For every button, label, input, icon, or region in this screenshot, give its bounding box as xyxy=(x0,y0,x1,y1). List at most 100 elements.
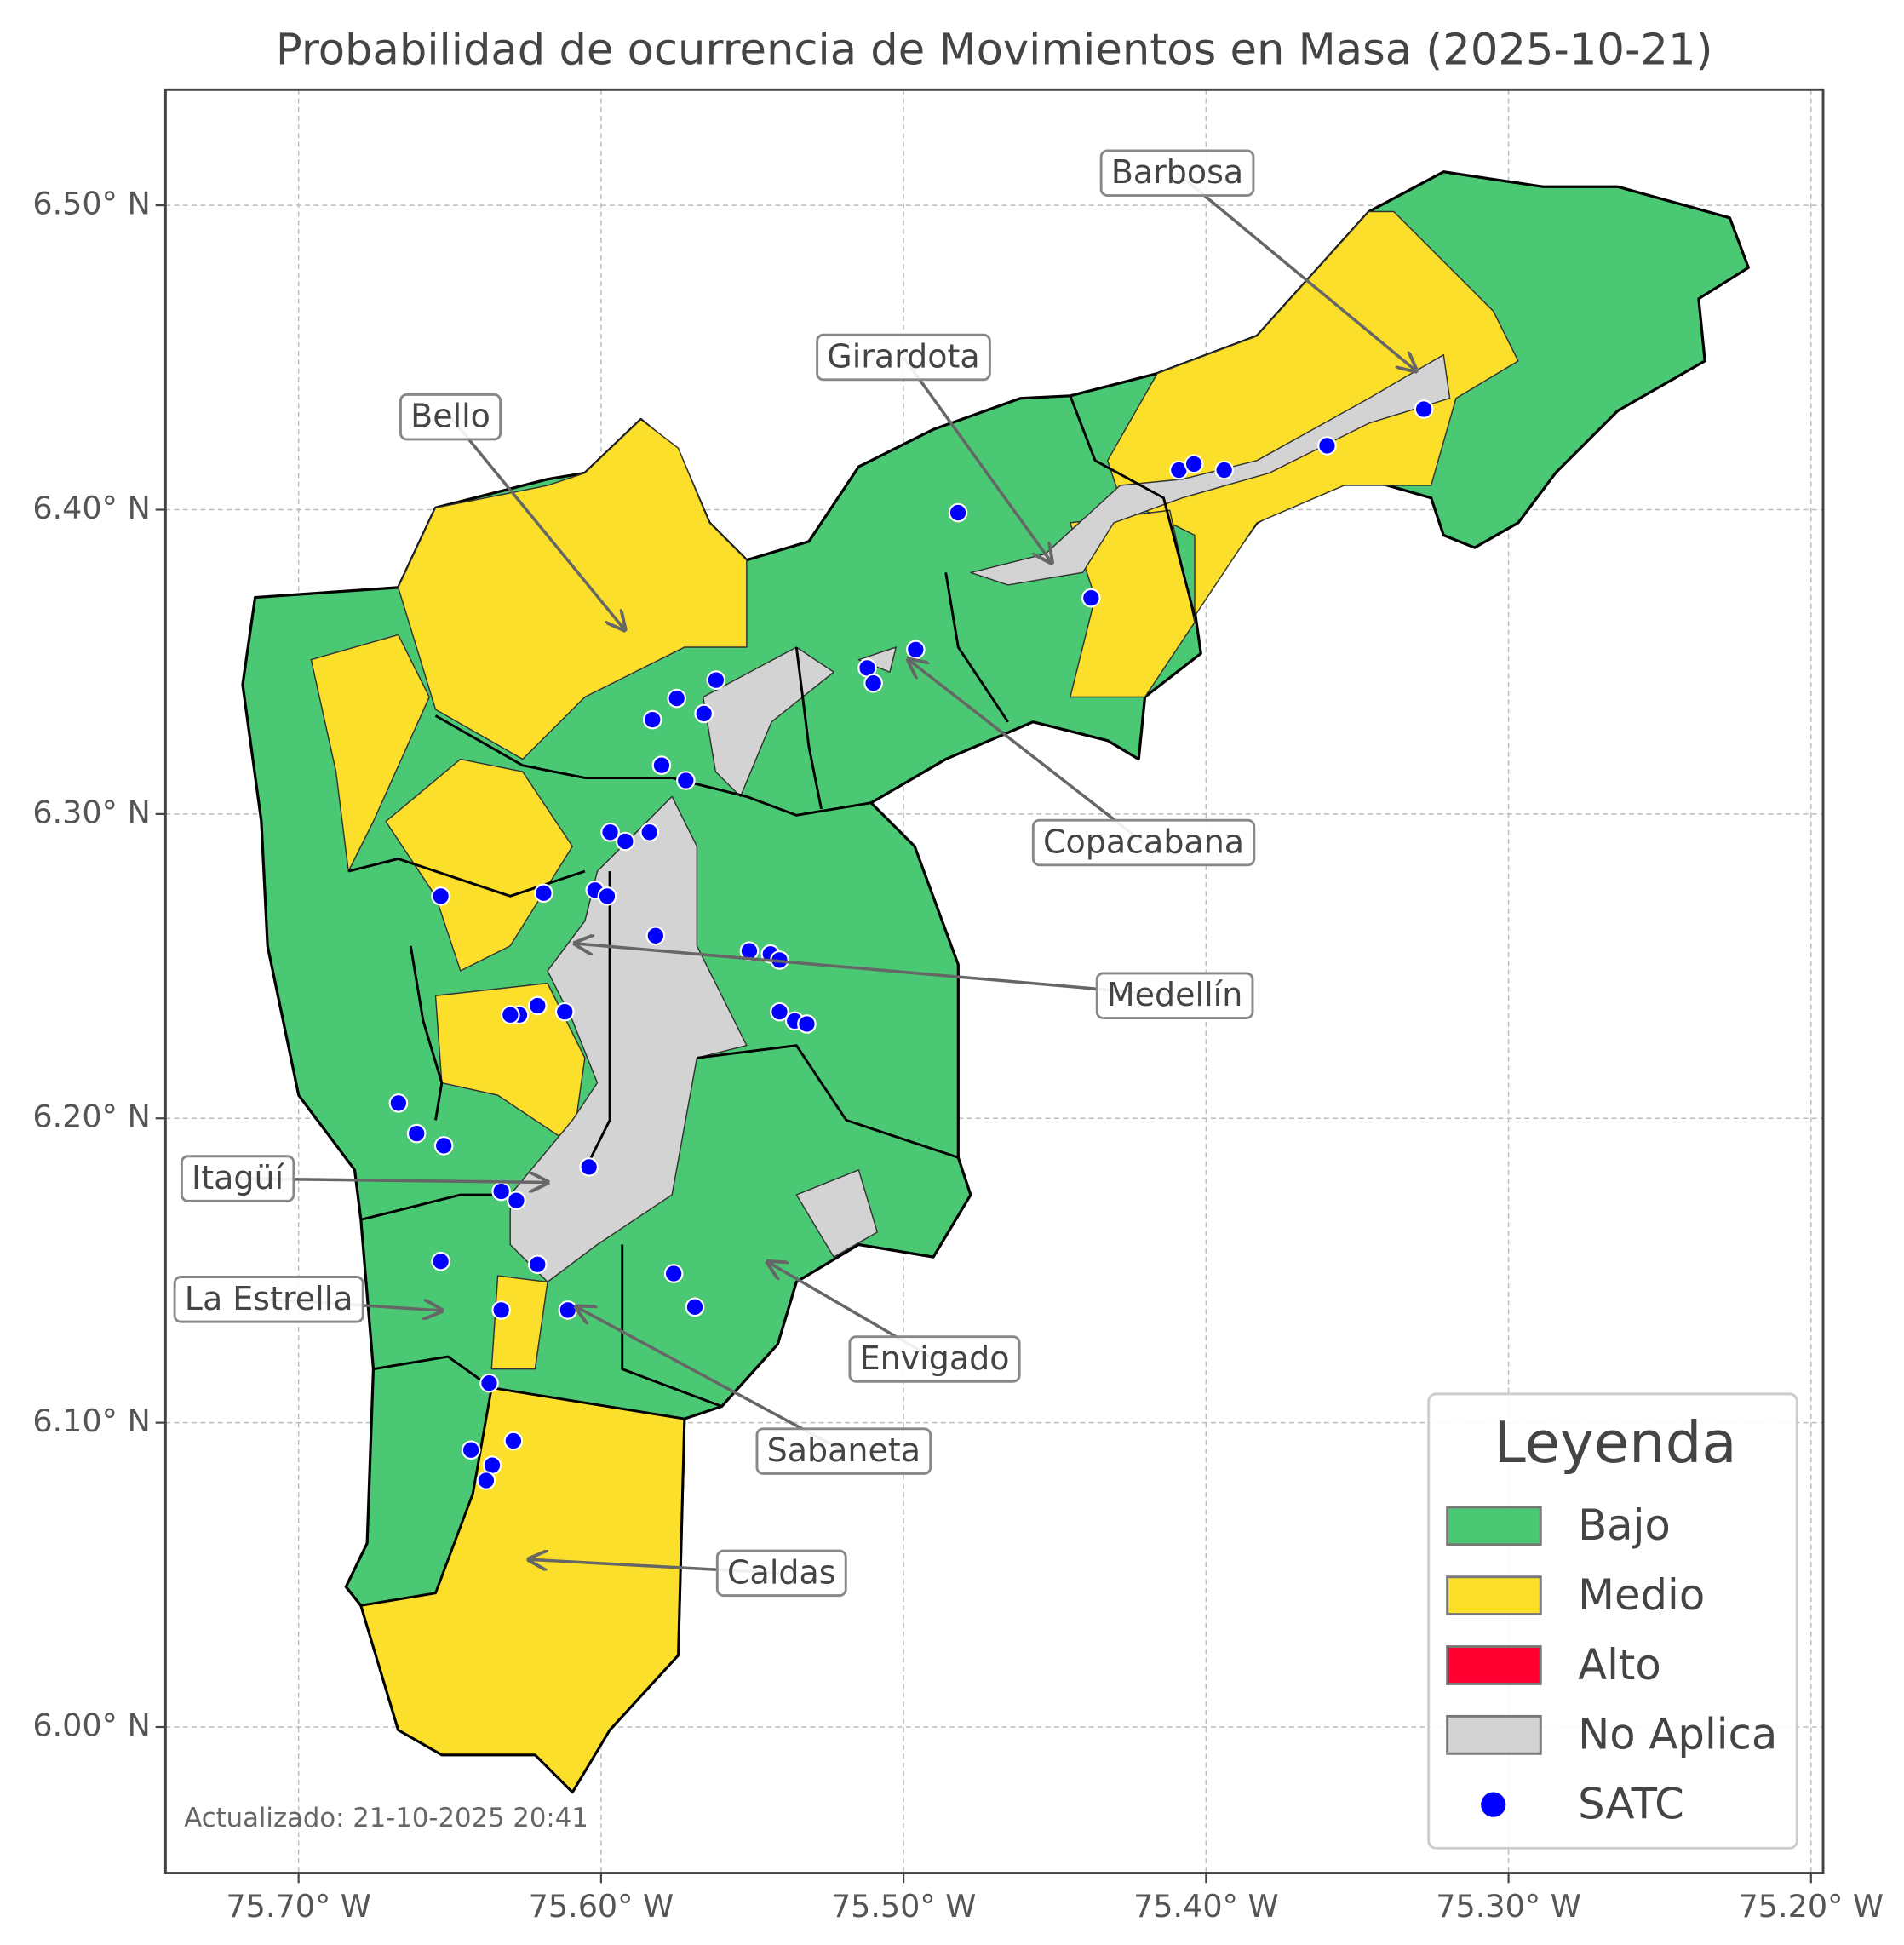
satc-station xyxy=(534,883,553,904)
annotation-label: Copacabana xyxy=(1043,823,1244,860)
satc-station xyxy=(558,1300,578,1320)
annotation-box xyxy=(180,1155,295,1202)
satc-station xyxy=(597,886,617,906)
annotation-label: Medellín xyxy=(1107,976,1242,1013)
satc-station xyxy=(642,709,662,730)
y-tick-label: 6.20° N xyxy=(32,1099,150,1135)
satc-station xyxy=(554,1001,575,1022)
satc-station xyxy=(431,1251,450,1271)
municipal-boundaries xyxy=(347,395,1196,1408)
satc-station xyxy=(431,886,450,906)
region-medio xyxy=(397,418,748,760)
x-tick-label: 75.20° W xyxy=(1739,1888,1884,1925)
satc-station xyxy=(651,755,672,776)
legend-label: Medio xyxy=(1578,1570,1705,1620)
annotation-box xyxy=(1031,818,1256,867)
satc-station xyxy=(685,1297,705,1317)
annotation-arrow xyxy=(575,944,1175,997)
annotation-arrow xyxy=(1176,171,1417,370)
satc-station xyxy=(863,673,883,693)
satc-station xyxy=(797,1014,817,1034)
y-tick-label: 6.10° N xyxy=(32,1403,150,1439)
plot-frame xyxy=(163,88,1825,1875)
satc-station xyxy=(676,771,696,790)
annotation-label: Barbosa xyxy=(1111,153,1243,191)
region-medio xyxy=(490,1275,548,1370)
legend-label: Alto xyxy=(1578,1640,1661,1690)
satc-station xyxy=(948,502,968,523)
satc-station xyxy=(667,688,687,709)
legend-swatch xyxy=(1446,1714,1542,1755)
satc-station xyxy=(388,1093,409,1113)
annotation-box xyxy=(755,1427,932,1475)
satc-station xyxy=(639,822,660,842)
legend-swatch xyxy=(1446,1506,1542,1546)
satc-station xyxy=(1184,454,1204,474)
annotation-box xyxy=(1099,149,1255,197)
legend-swatch xyxy=(1446,1575,1542,1616)
x-tick-label: 75.40° W xyxy=(1133,1888,1279,1925)
annotation-box xyxy=(173,1276,364,1323)
satc-station xyxy=(479,1373,499,1393)
x-tick-label: 75.30° W xyxy=(1436,1888,1581,1925)
y-tick-label: 6.00° N xyxy=(32,1707,150,1744)
annotation-label: Caldas xyxy=(727,1553,836,1591)
satc-station xyxy=(476,1471,496,1490)
satc-station xyxy=(600,822,620,842)
annotation-label: Itagüí xyxy=(192,1159,285,1196)
x-tick-label: 75.50° W xyxy=(831,1888,977,1925)
region-medio xyxy=(359,1386,686,1794)
annotation-arrow xyxy=(576,1307,845,1453)
x-tick-label: 75.60° W xyxy=(529,1888,674,1925)
annotation-arrow xyxy=(909,660,1145,844)
overlay: Barbosa Girardota Bello Copacabana Medellín I… xyxy=(173,149,1434,1598)
annotation-box xyxy=(399,393,502,441)
footnote: Actualizado: 21-10-2025 20:41 xyxy=(184,1804,588,1833)
annotation-arrow xyxy=(902,356,1052,563)
map-regions xyxy=(241,170,1750,1794)
x-tick-label: 75.70° W xyxy=(226,1888,371,1925)
satc-station xyxy=(615,831,635,852)
satc-station xyxy=(706,670,726,690)
satc-station xyxy=(491,1300,511,1320)
satc-station xyxy=(579,1157,599,1177)
satc-station xyxy=(770,1001,789,1022)
annotation-label: Bello xyxy=(410,398,490,435)
satc-station xyxy=(527,995,548,1016)
annotation-box xyxy=(816,333,991,382)
legend-label: Bajo xyxy=(1578,1500,1671,1550)
satc-station xyxy=(1214,460,1234,480)
annotation-box xyxy=(1095,972,1254,1019)
region-no-aplica xyxy=(970,353,1451,586)
annotation-label: Envigado xyxy=(860,1340,1010,1377)
legend-swatch xyxy=(1446,1645,1542,1685)
y-tick-label: 6.50° N xyxy=(32,186,150,222)
legend-marker xyxy=(1481,1792,1506,1817)
region-medio xyxy=(310,634,430,872)
satc-station xyxy=(1081,588,1101,608)
legend-title: Leyenda xyxy=(1494,1409,1736,1476)
y-tick-label: 6.30° N xyxy=(32,794,150,830)
satc-station xyxy=(663,1264,684,1283)
satc-station xyxy=(1317,436,1337,456)
y-tick-label: 6.40° N xyxy=(32,490,150,526)
legend-label: No Aplica xyxy=(1578,1710,1777,1759)
annotation-box xyxy=(848,1335,1021,1383)
annotation-label: La Estrella xyxy=(185,1280,353,1317)
region-no-aplica xyxy=(795,1169,879,1258)
legend: Leyenda Bajo Medio Alto No Aplica SATC xyxy=(1427,1392,1798,1850)
satc-station xyxy=(461,1440,481,1460)
region-medio xyxy=(1106,210,1519,617)
satc-station xyxy=(645,926,666,946)
satc-station xyxy=(507,1191,526,1211)
satc-station xyxy=(406,1123,427,1144)
satc-station xyxy=(503,1431,524,1451)
satc-station xyxy=(1414,399,1434,419)
annotation-label: Sabaneta xyxy=(767,1431,920,1469)
satc-station xyxy=(433,1136,454,1156)
annotation-label: Girardota xyxy=(827,337,979,375)
satc-station xyxy=(694,703,714,724)
satc-station xyxy=(906,640,926,660)
legend-label: SATC xyxy=(1578,1780,1684,1829)
